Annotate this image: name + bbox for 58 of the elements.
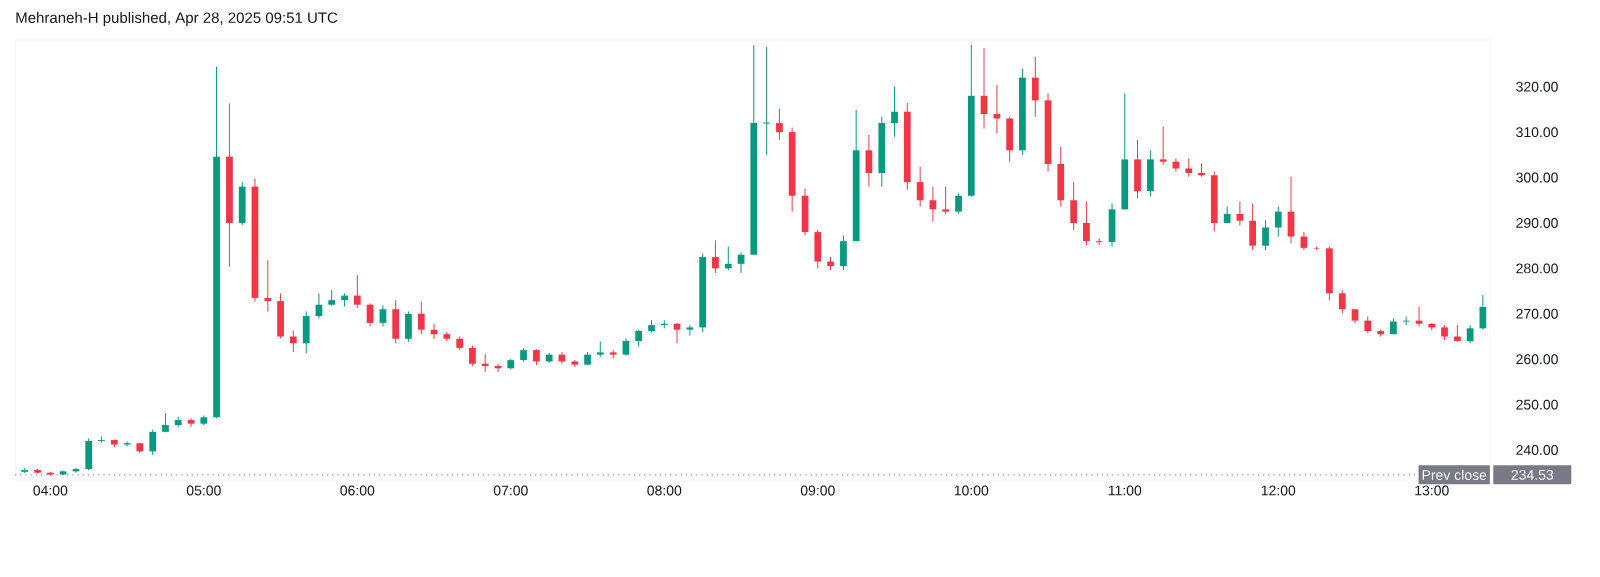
candlestick bbox=[123, 440, 131, 447]
candlestick bbox=[724, 246, 732, 271]
x-tick-label: 05:00 bbox=[186, 485, 221, 496]
x-tick-label: 12:00 bbox=[1261, 485, 1296, 496]
candlestick bbox=[891, 86, 898, 138]
text: 234.53 bbox=[1511, 469, 1554, 480]
x-tick-label: 06:00 bbox=[340, 485, 375, 496]
candlestick bbox=[1185, 158, 1193, 178]
candlestick bbox=[289, 330, 297, 353]
candlestick bbox=[955, 192, 962, 214]
candlestick bbox=[1262, 219, 1269, 251]
y-tick-label: 280.00 bbox=[1516, 263, 1558, 274]
x-tick-label: 04:00 bbox=[33, 485, 68, 496]
candlestick bbox=[1338, 289, 1346, 314]
candlestick bbox=[1198, 162, 1205, 178]
candlestick bbox=[1070, 181, 1078, 231]
candlestick bbox=[264, 259, 272, 313]
candlestick bbox=[481, 353, 489, 373]
candlestick bbox=[98, 435, 105, 444]
y-tick-label: 270.00 bbox=[1516, 308, 1558, 319]
candlestick bbox=[993, 84, 1001, 135]
candlestick bbox=[865, 134, 873, 188]
candlestick bbox=[1402, 316, 1410, 326]
x-tick-label: 11:00 bbox=[1108, 485, 1142, 496]
candlestick bbox=[1466, 324, 1474, 344]
candlestick bbox=[686, 324, 694, 337]
y-tick-label: 320.00 bbox=[1516, 81, 1558, 92]
candlestick bbox=[712, 239, 719, 274]
y-tick-label: 300.00 bbox=[1516, 172, 1558, 183]
y-tick-label: 310.00 bbox=[1516, 127, 1558, 138]
x-tick-label: 13:00 bbox=[1415, 485, 1449, 496]
x-tick-label: 10:00 bbox=[954, 485, 989, 496]
candlestick bbox=[1159, 126, 1167, 166]
candlestick bbox=[469, 345, 476, 367]
candlestick bbox=[1083, 201, 1090, 246]
candlestick bbox=[1095, 237, 1103, 246]
chart-title: Mehraneh-H published, Apr 28, 2025 09:51 UTC bbox=[16, 11, 338, 26]
candlestick bbox=[379, 304, 387, 327]
candlestick bbox=[776, 108, 783, 141]
candlestick bbox=[1031, 56, 1039, 118]
candlestick bbox=[1236, 201, 1244, 226]
candlestick bbox=[762, 46, 771, 156]
candlestick bbox=[673, 322, 681, 344]
x-tick-label: 07:00 bbox=[493, 485, 528, 496]
y-tick-label: 260.00 bbox=[1516, 354, 1558, 365]
candlestick bbox=[353, 274, 361, 309]
candlestick bbox=[187, 417, 195, 428]
candlestick bbox=[417, 301, 425, 335]
candlestick bbox=[942, 186, 950, 215]
candlestick bbox=[1274, 206, 1282, 238]
x-tick-label: 08:00 bbox=[647, 485, 682, 496]
x-tick-label: 09:00 bbox=[800, 485, 835, 496]
y-tick-label: 240.00 bbox=[1516, 445, 1558, 455]
candlestick bbox=[916, 166, 924, 208]
y-tick-label: 290.00 bbox=[1516, 218, 1558, 228]
y-tick-label: 250.00 bbox=[1516, 399, 1558, 410]
ref-line-label: Prev close bbox=[1422, 469, 1487, 480]
candlestick bbox=[149, 429, 157, 456]
